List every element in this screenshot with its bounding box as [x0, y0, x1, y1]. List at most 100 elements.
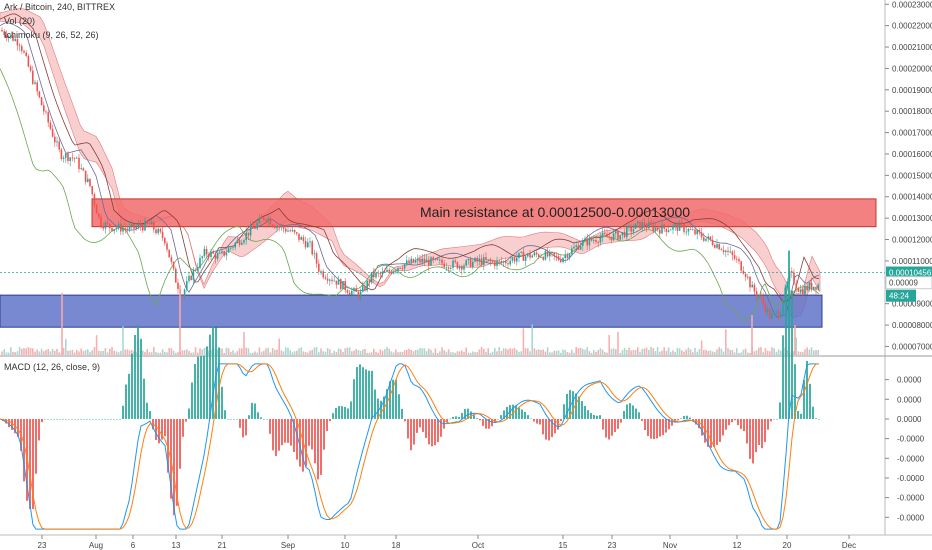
candle-up: [573, 246, 575, 249]
volume-legend[interactable]: Vol (20): [4, 16, 36, 26]
candle-up: [465, 260, 467, 266]
volume-bar: [245, 347, 247, 355]
candle-down: [714, 245, 716, 248]
volume-bar: [256, 352, 258, 355]
volume-bar: [461, 350, 463, 355]
price-tick-label: 0.00017000: [892, 129, 932, 138]
macd-histogram-bar: [38, 418, 40, 441]
candle-up: [280, 225, 283, 227]
candle-down: [689, 229, 692, 230]
macd-legend[interactable]: MACD (12, 26, close, 9): [4, 362, 101, 372]
volume-bar: [252, 352, 254, 355]
macd-histogram-bar: [518, 407, 520, 419]
macd-histogram-bar: [665, 418, 667, 433]
volume-bar: [340, 349, 342, 355]
candle-down: [159, 228, 162, 232]
candle-down: [296, 232, 298, 234]
candle-up: [648, 222, 650, 229]
macd-histogram-bar: [461, 413, 463, 419]
macd-histogram-bar: [71, 418, 73, 420]
volume-bar: [153, 347, 155, 355]
candle-down: [109, 223, 111, 228]
candle-down: [665, 228, 668, 232]
volume-bar: [287, 347, 289, 355]
volume-bar: [575, 347, 577, 355]
volume-bar: [131, 349, 133, 355]
candle-down: [346, 290, 349, 293]
volume-bar: [775, 351, 778, 355]
volume-bar: [749, 352, 751, 355]
volume-bar: [637, 347, 639, 355]
volume-bar: [513, 348, 516, 355]
candle-down: [269, 218, 272, 225]
candle-down: [263, 217, 265, 220]
volume-bar: [535, 349, 538, 355]
macd-histogram-bar: [206, 346, 208, 419]
candle-down: [608, 236, 610, 238]
macd-histogram-bar: [575, 393, 577, 419]
candle-down: [78, 157, 80, 169]
candle-up: [520, 251, 522, 253]
macd-histogram-bar: [86, 418, 88, 420]
candle-down: [610, 236, 613, 241]
candle-up: [562, 257, 564, 263]
time-tick-label: 23: [608, 541, 617, 550]
candle-up: [342, 281, 344, 289]
candle-up: [113, 229, 115, 231]
symbol-legend[interactable]: Ark / Bitcoin, 240, BITTREX: [4, 2, 116, 12]
volume-bar: [485, 351, 487, 355]
macd-histogram-bar: [722, 418, 724, 436]
macd-histogram-bar: [401, 408, 403, 419]
macd-histogram-bar: [176, 418, 178, 506]
candle-down: [348, 292, 351, 295]
candle-down: [777, 311, 780, 318]
macd-histogram-bar: [533, 418, 535, 422]
macd-histogram-bar: [149, 411, 151, 419]
volume-bar: [186, 349, 188, 355]
support-zone: [0, 294, 823, 328]
macd-histogram-bar: [788, 250, 790, 419]
macd-histogram-bar: [683, 415, 685, 419]
candle-down: [27, 55, 30, 67]
macd-histogram-bar: [89, 418, 91, 420]
volume-bar: [388, 348, 390, 355]
macd-histogram-bar: [410, 418, 412, 451]
volume-bar: [808, 349, 811, 355]
volume-bar: [786, 349, 789, 355]
macd-histogram-bar: [632, 405, 634, 419]
price-tick-label: 0.00012000: [892, 236, 932, 245]
ichimoku-legend[interactable]: Ichimoku (9, 26, 52, 26): [4, 30, 99, 40]
volume-bar: [538, 349, 540, 355]
macd-histogram-bar: [164, 418, 166, 437]
volume-bar: [126, 349, 129, 355]
macd-histogram-bar: [356, 367, 358, 419]
candle-up: [386, 269, 388, 272]
volume-bar: [403, 350, 406, 355]
candle-up: [300, 237, 302, 240]
volume-bar: [725, 329, 727, 355]
candle-down: [529, 253, 531, 258]
volume-bar: [298, 348, 300, 355]
volume-bar: [397, 352, 399, 355]
macd-histogram-bar: [779, 402, 781, 419]
volume-bar: [527, 348, 529, 355]
candle-down: [538, 254, 540, 258]
volume-bar: [815, 350, 817, 355]
candle-down: [168, 249, 170, 258]
volume-bar: [465, 347, 467, 355]
candle-down: [650, 222, 652, 225]
macd-histogram-bar: [785, 285, 787, 419]
macd-histogram-bar: [395, 379, 397, 419]
macd-histogram-bar: [755, 418, 757, 453]
volume-bar: [49, 351, 52, 355]
price-tick-label: 0.00008000: [892, 321, 932, 330]
base-line: [0, 13, 820, 303]
macd-histogram-bar: [317, 418, 319, 480]
candle-up: [667, 230, 670, 232]
candle-down: [23, 50, 25, 53]
macd-histogram-bar: [539, 418, 541, 425]
candle-down: [542, 257, 544, 260]
candle-down: [399, 267, 401, 269]
volume-bar: [329, 349, 331, 355]
macd-histogram-bar: [173, 418, 175, 516]
